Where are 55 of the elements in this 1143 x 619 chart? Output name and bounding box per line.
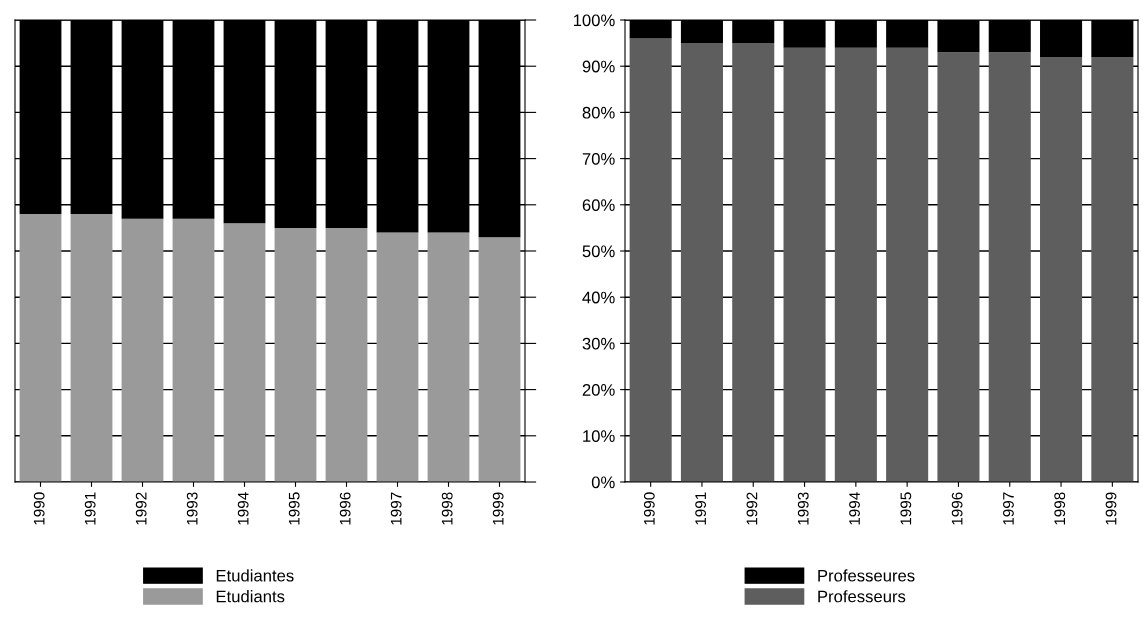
x-tick-label: 1995 [288,492,300,525]
x-tick-label: 1990 [33,492,45,525]
x-tick-label: 1992 [746,492,758,525]
x-tick-label: 1990 [643,492,655,525]
bar [121,218,164,482]
x-tick-label: 1993 [797,492,809,525]
x-tick-label: 1996 [339,492,351,525]
bar [680,43,723,482]
x-tick-label: 1997 [390,492,402,525]
y-tick-label: 70% [582,153,615,165]
x-tick-label: 1993 [186,492,198,525]
bar [988,52,1031,482]
x-tick-label: 1994 [237,492,249,525]
x-tick-label: 1998 [1054,492,1066,525]
y-tick-label: 0% [591,476,615,489]
bar [886,47,929,482]
y-tick-label: 100% [573,14,615,27]
bar [834,47,877,482]
bar [732,43,775,482]
x-tick-label: 1997 [1003,492,1014,525]
bar [783,47,826,482]
legend-label: Professeurs [818,590,906,603]
bar [274,227,317,482]
x-tick-label: 1999 [1105,492,1117,525]
y-tick-label: 60% [582,199,615,211]
bar [70,214,113,482]
x-tick-label: 1999 [492,492,504,525]
bar [172,218,215,482]
bar [223,223,266,482]
y-tick-label: 80% [582,106,615,119]
y-tick-label: 90% [582,60,615,73]
legend-label: Professeures [818,569,915,582]
bar [1040,56,1083,482]
bar [325,227,368,482]
x-tick-label: 1995 [900,492,912,525]
y-tick-label: 50% [582,245,615,258]
x-tick-label: 1998 [441,492,453,525]
x-tick-label: 1991 [695,492,707,525]
y-tick-label: 30% [582,337,615,350]
bar [427,232,470,482]
legend-label: Etudiantes [216,569,294,582]
y-tick-label: 20% [582,384,615,396]
y-tick-label: 40% [582,291,615,304]
x-tick-label: 1996 [951,492,963,525]
bar [937,52,980,482]
bar [376,232,419,482]
x-tick-label: 1991 [84,492,96,525]
bar [19,214,62,482]
x-tick-label: 1992 [135,492,147,525]
y-tick-label: 10% [583,430,615,442]
x-tick-label: 1994 [849,492,860,525]
bar [478,237,521,482]
bar [629,38,672,482]
legend-label: Etudiants [216,590,285,603]
bar [1091,56,1134,482]
